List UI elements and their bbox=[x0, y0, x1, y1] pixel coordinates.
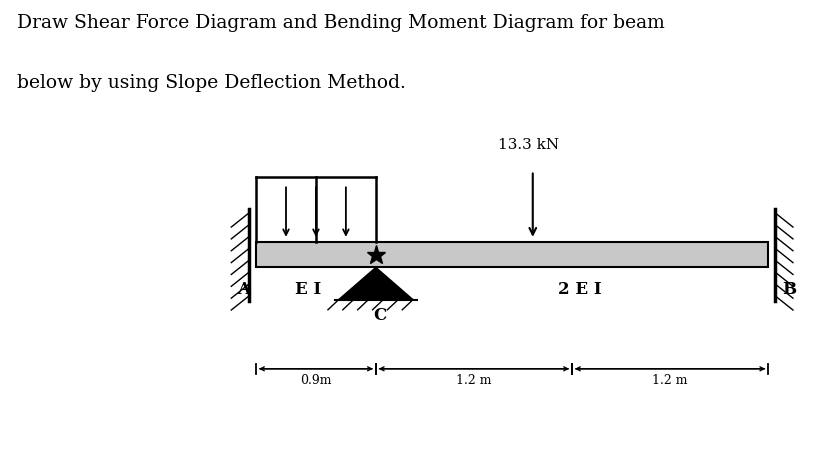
Text: C: C bbox=[373, 307, 387, 324]
Text: 0.9m: 0.9m bbox=[300, 374, 332, 387]
Polygon shape bbox=[339, 267, 413, 300]
Text: A: A bbox=[237, 281, 250, 298]
Text: E I: E I bbox=[295, 281, 320, 298]
Text: 2 E I: 2 E I bbox=[558, 281, 602, 298]
Text: 1.2 m: 1.2 m bbox=[653, 374, 688, 387]
Text: B: B bbox=[781, 281, 796, 298]
Bar bbox=[256, 242, 768, 267]
Text: 1.2 m: 1.2 m bbox=[456, 374, 491, 387]
Text: Draw Shear Force Diagram and Bending Moment Diagram for beam: Draw Shear Force Diagram and Bending Mom… bbox=[17, 14, 664, 32]
Text: 13.3 kN: 13.3 kN bbox=[498, 138, 559, 152]
Text: below by using Slope Deflection Method.: below by using Slope Deflection Method. bbox=[17, 74, 406, 92]
